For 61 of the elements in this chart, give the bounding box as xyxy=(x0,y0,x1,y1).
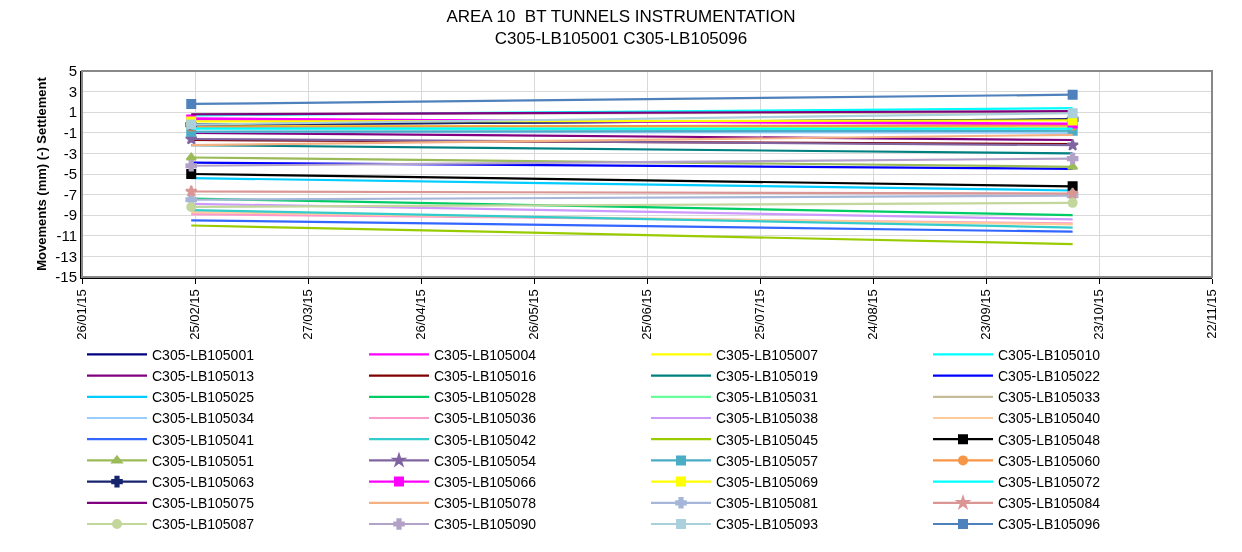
x-tick-label: 25/07/15 xyxy=(752,289,768,340)
chart-subtitle: C305-LB105001 C305-LB105096 xyxy=(494,29,748,49)
x-tick-label: 23/10/15 xyxy=(1091,289,1107,340)
y-tick-label: -3 xyxy=(63,144,77,162)
legend-label: C305-LB105042 xyxy=(434,431,537,448)
legend-label: C305-LB105036 xyxy=(434,410,537,427)
x-tick-label: 26/04/15 xyxy=(413,289,429,340)
y-tick-label: -1 xyxy=(63,124,77,142)
y-tick-label: 1 xyxy=(68,103,77,121)
x-tick-label: 24/08/15 xyxy=(865,289,881,340)
y-tick-label: -7 xyxy=(63,185,77,203)
legend-label: C305-LB105063 xyxy=(152,474,255,491)
legend-label: C305-LB105048 xyxy=(998,431,1101,448)
legend-label: C305-LB105084 xyxy=(998,495,1101,512)
legend-label: C305-LB105025 xyxy=(152,389,255,406)
legend-label: C305-LB105072 xyxy=(998,474,1101,491)
legend-label: C305-LB105041 xyxy=(152,431,255,448)
y-tick-label: -9 xyxy=(63,206,77,224)
x-tick-label: 22/11/15 xyxy=(1204,289,1220,339)
legend-label: C305-LB105034 xyxy=(152,410,255,427)
legend-label: C305-LB105010 xyxy=(998,346,1101,363)
legend-label: C305-LB105054 xyxy=(434,452,537,469)
legend-label: C305-LB105045 xyxy=(716,431,819,448)
legend-label: C305-LB105038 xyxy=(716,410,819,427)
x-tick-label: 25/02/15 xyxy=(187,289,203,340)
legend-label: C305-LB105066 xyxy=(434,474,537,491)
legend-label: C305-LB105028 xyxy=(434,389,537,406)
legend-label: C305-LB105090 xyxy=(434,516,537,533)
legend-label: C305-LB105007 xyxy=(716,346,819,363)
y-axis-title: Movements (mm) (-) Settlement xyxy=(33,76,49,271)
y-tick-label: -13 xyxy=(55,247,77,265)
x-tick-label: 23/09/15 xyxy=(978,289,994,340)
y-tick-label: -5 xyxy=(63,165,77,183)
legend-label: C305-LB105022 xyxy=(998,368,1101,385)
legend-label: C305-LB105069 xyxy=(716,474,819,491)
legend-label: C305-LB105093 xyxy=(716,516,819,533)
legend-label: C305-LB105060 xyxy=(998,452,1101,469)
legend-label: C305-LB105096 xyxy=(998,516,1101,533)
legend-label: C305-LB105081 xyxy=(716,495,819,512)
chart-title: AREA 10 BT TUNNELS INSTRUMENTATION xyxy=(446,7,796,27)
y-tick-label: 3 xyxy=(68,82,77,100)
y-tick-label: -11 xyxy=(56,227,77,245)
legend-label: C305-LB105040 xyxy=(998,410,1101,427)
legend-label: C305-LB105078 xyxy=(434,495,537,512)
x-tick-label: 26/01/15 xyxy=(74,289,90,340)
legend-label: C305-LB105051 xyxy=(152,452,255,469)
x-tick-label: 26/05/15 xyxy=(526,289,542,340)
y-tick-label: 5 xyxy=(68,62,77,80)
legend-label: C305-LB105057 xyxy=(716,452,819,469)
legend-label: C305-LB105033 xyxy=(998,389,1101,406)
legend-label: C305-LB105001 xyxy=(152,346,255,363)
legend-label: C305-LB105016 xyxy=(434,368,537,385)
legend-label: C305-LB105031 xyxy=(716,389,819,406)
legend-label: C305-LB105087 xyxy=(152,516,255,533)
legend-label: C305-LB105019 xyxy=(716,368,819,385)
legend-label: C305-LB105013 xyxy=(152,368,255,385)
x-tick-label: 27/03/15 xyxy=(300,289,316,340)
y-tick-label: -15 xyxy=(55,268,77,286)
x-tick-label: 25/06/15 xyxy=(639,289,655,340)
legend-label: C305-LB105075 xyxy=(152,495,255,512)
legend-label: C305-LB105004 xyxy=(434,346,537,363)
